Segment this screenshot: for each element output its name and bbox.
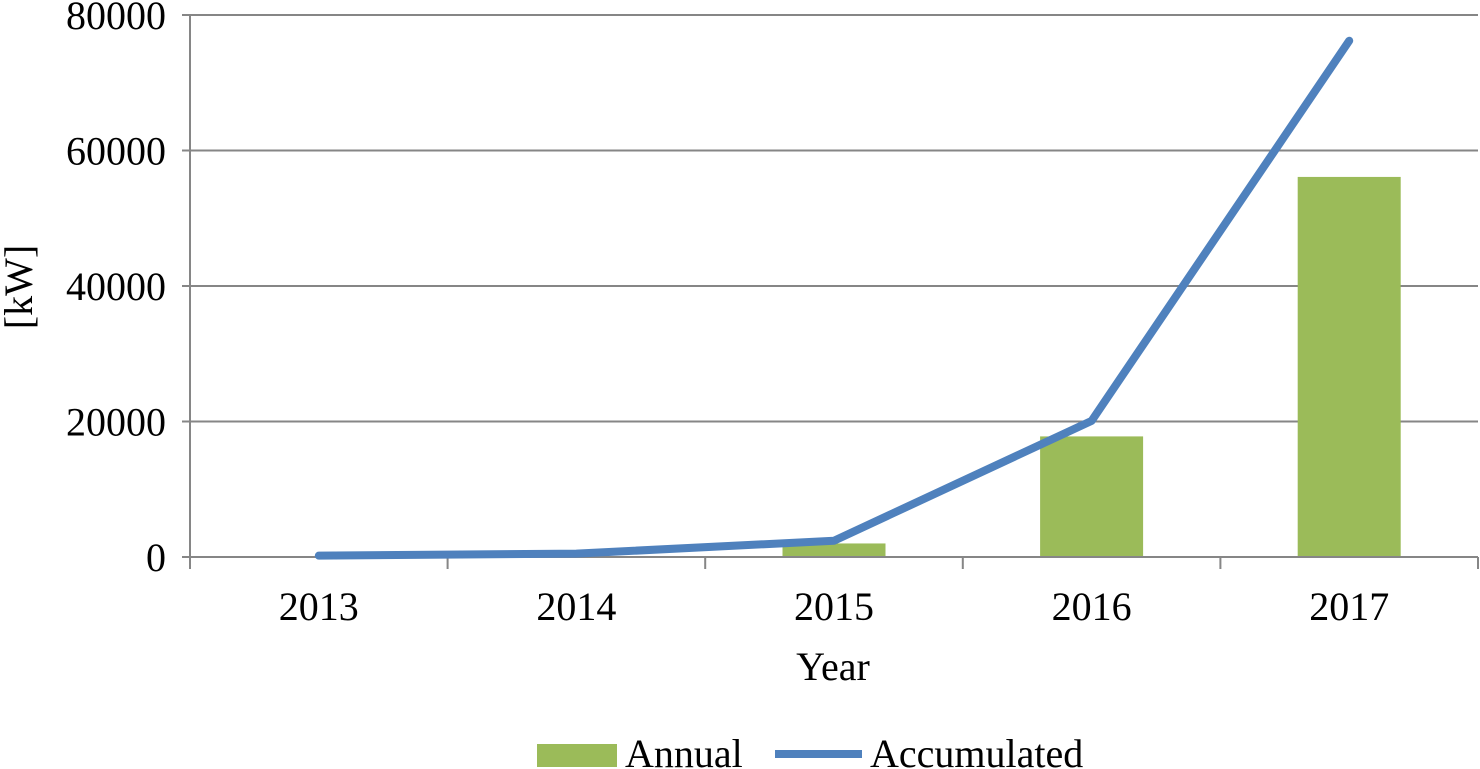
legend-label-accumulated: Accumulated bbox=[870, 731, 1083, 769]
accumulated-line bbox=[314, 36, 1354, 560]
y-tick-label: 40000 bbox=[66, 264, 166, 309]
legend: Annual Accumulated bbox=[537, 731, 1083, 769]
y-tick-label: 80000 bbox=[66, 0, 166, 38]
y-tick-labels: 0 20000 40000 60000 80000 bbox=[66, 0, 166, 580]
x-tick-label: 2013 bbox=[279, 584, 359, 629]
accumulated-line-group bbox=[314, 36, 1354, 560]
axes bbox=[189, 15, 1479, 569]
annual-bars bbox=[782, 176, 1401, 558]
gridlines bbox=[182, 14, 1478, 558]
x-tick-label: 2017 bbox=[1309, 584, 1389, 629]
x-tick-label: 2016 bbox=[1052, 584, 1132, 629]
y-tick-label: 20000 bbox=[66, 400, 166, 445]
legend-swatch-annual bbox=[537, 744, 617, 767]
y-tick-label: 0 bbox=[146, 535, 166, 580]
y-tick-label: 60000 bbox=[66, 129, 166, 174]
x-axis-title: Year bbox=[796, 644, 870, 689]
legend-label-annual: Annual bbox=[625, 731, 743, 769]
x-tick-label: 2015 bbox=[794, 584, 874, 629]
x-tick-labels: 2013 2014 2015 2016 2017 bbox=[279, 584, 1389, 629]
annual-bar bbox=[782, 543, 886, 557]
annual-bar bbox=[1297, 176, 1401, 558]
x-tick-label: 2014 bbox=[536, 584, 616, 629]
y-axis-title: [kW] bbox=[0, 245, 41, 329]
annual-bar bbox=[1040, 436, 1144, 557]
